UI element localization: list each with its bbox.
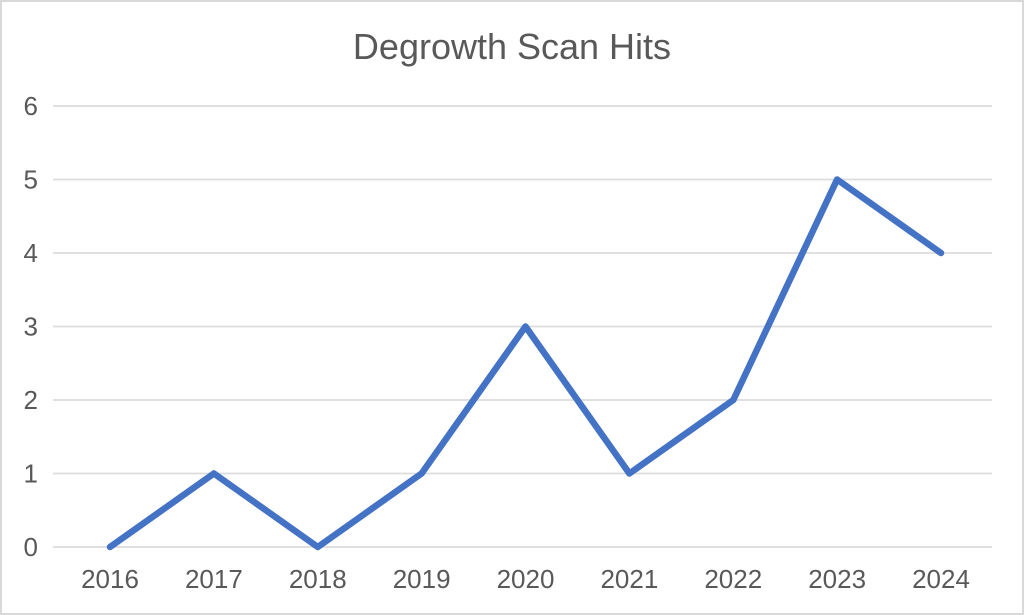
x-tick-label: 2016: [81, 564, 139, 594]
x-tick-label: 2024: [912, 564, 970, 594]
x-tick-label: 2019: [393, 564, 451, 594]
series-line: [106, 176, 945, 551]
x-tick-label: 2022: [704, 564, 762, 594]
x-tick-label: 2020: [497, 564, 555, 594]
chart-title: Degrowth Scan Hits: [353, 26, 671, 67]
y-tick-label: 6: [24, 91, 38, 121]
y-tick-label: 3: [24, 312, 38, 342]
x-tick-label: 2018: [289, 564, 347, 594]
y-tick-label: 0: [24, 532, 38, 562]
x-axis-tick-labels: 2016 2017 2018 2019 2020 2021 2022 2023 2024: [81, 564, 970, 594]
x-tick-label: 2021: [600, 564, 658, 594]
y-tick-label: 5: [24, 165, 38, 195]
y-tick-label: 4: [24, 238, 38, 268]
y-tick-label: 1: [24, 459, 38, 489]
x-tick-label: 2023: [808, 564, 866, 594]
y-axis-tick-labels: 0 1 2 3 4 5 6: [24, 91, 38, 562]
x-tick-label: 2017: [185, 564, 243, 594]
y-tick-label: 2: [24, 385, 38, 415]
